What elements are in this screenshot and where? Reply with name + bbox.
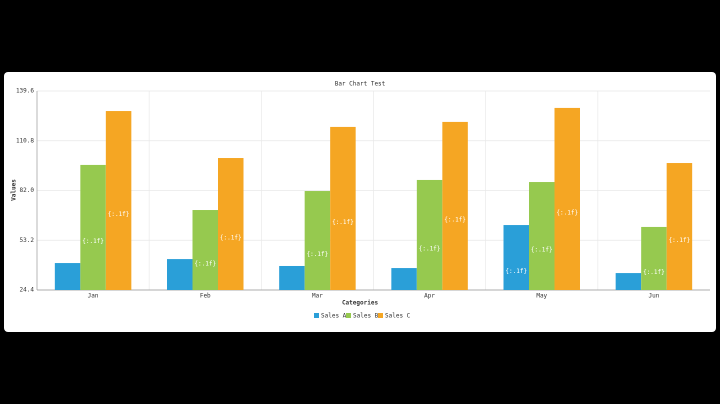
bar	[666, 163, 693, 290]
bar	[105, 111, 132, 290]
x-tick-label: Jan	[88, 293, 99, 300]
data-label: {:.1f}	[82, 238, 104, 245]
bar	[442, 121, 468, 290]
data-label: {:.1f}	[194, 261, 216, 268]
y-tick-label: 24.4	[20, 287, 35, 294]
legend-swatch	[314, 313, 319, 318]
chart-title: Bar Chart Test	[335, 81, 386, 88]
data-label: {:.1f}	[307, 251, 329, 258]
x-tick-label: Mar	[312, 293, 323, 300]
data-label: {:.1f}	[643, 269, 665, 276]
x-tick-label: Feb	[200, 293, 211, 300]
bar	[416, 179, 443, 290]
y-tick-label: 53.2	[20, 237, 35, 244]
bar	[529, 182, 555, 290]
data-label: {:.1f}	[556, 209, 578, 216]
legend-label: Sales C	[385, 313, 411, 320]
data-label: {:.1f}	[419, 245, 441, 252]
legend-label: Sales B	[353, 313, 379, 320]
bar	[503, 225, 529, 290]
data-label: {:.1f}	[332, 219, 354, 226]
bar	[615, 273, 642, 290]
y-tick-label: 110.8	[16, 137, 34, 144]
data-label: {:.1f}	[220, 235, 242, 242]
data-label: {:.1f}	[108, 211, 130, 218]
y-tick-label: 82.0	[20, 187, 35, 194]
data-label: {:.1f}	[444, 216, 466, 223]
bar	[641, 226, 667, 290]
bar	[54, 263, 81, 290]
bar	[391, 268, 417, 290]
legend-label: Sales A	[321, 313, 347, 320]
x-tick-label: Apr	[424, 293, 435, 300]
data-label: {:.1f}	[505, 268, 527, 275]
bar	[279, 265, 305, 290]
bar	[554, 107, 580, 290]
bar	[330, 126, 356, 290]
y-tick-label: 139.6	[16, 88, 34, 95]
bar	[80, 164, 106, 290]
data-label: {:.1f}	[531, 247, 553, 254]
bar	[218, 158, 244, 290]
y-axis-label: Values	[11, 179, 18, 201]
bar	[167, 259, 193, 290]
data-label: {:.1f}	[669, 237, 691, 244]
legend-swatch	[346, 313, 351, 318]
bar	[304, 191, 331, 290]
bar	[192, 210, 218, 290]
x-tick-label: May	[536, 293, 547, 300]
x-axis-label: Categories	[342, 300, 379, 307]
legend-swatch	[378, 313, 383, 318]
x-tick-label: Jun	[648, 293, 659, 300]
